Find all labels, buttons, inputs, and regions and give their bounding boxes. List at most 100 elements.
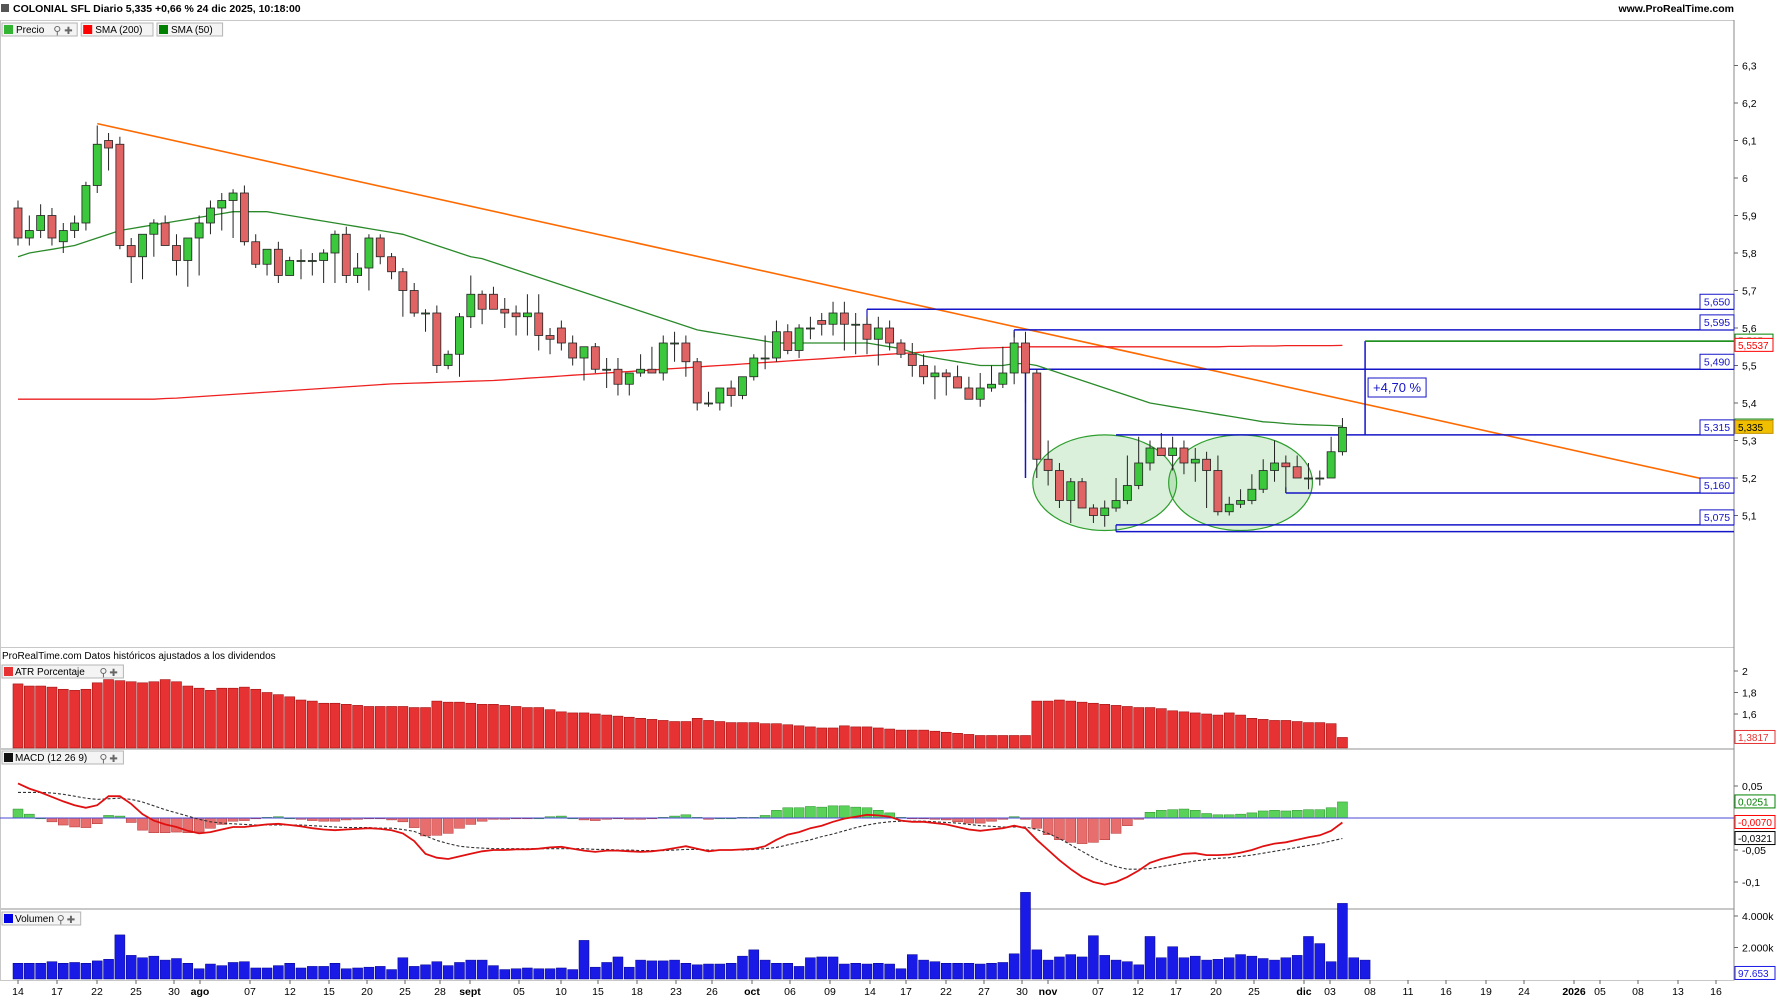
atr-bar (895, 729, 907, 749)
atr-bar (759, 723, 771, 749)
price-tick-label: 5,3 (1742, 436, 1757, 448)
candle-body (873, 327, 883, 340)
macd-histogram-bar (974, 817, 986, 824)
volume-bar (1008, 953, 1020, 980)
candle-body (364, 237, 374, 269)
candle (1190, 448, 1200, 482)
macd-histogram-bar (782, 807, 794, 819)
candle-body (330, 233, 340, 254)
candle-body (1213, 470, 1223, 513)
downtrend-line (97, 122, 1735, 487)
candle-body (398, 271, 408, 291)
atr-bar (567, 712, 578, 749)
candle-body (1179, 447, 1189, 464)
macd-histogram-bar (816, 806, 827, 819)
price-tag-text: 5,335 (1738, 423, 1763, 434)
target-percent-frame (1367, 377, 1427, 398)
volume-bar (1212, 959, 1224, 980)
candle (398, 268, 408, 317)
candle (92, 125, 102, 193)
atr-bar (556, 711, 567, 749)
x-tick-label: 05 (513, 986, 525, 998)
candle (806, 316, 815, 340)
candle-body (715, 387, 725, 404)
atr-bar (1235, 714, 1246, 749)
macd-histogram-bar (205, 817, 216, 829)
candle (36, 204, 46, 238)
candle (772, 320, 781, 362)
axis-tag-box (1734, 814, 1776, 829)
panel-header-title: MACD (12 26 9) (15, 753, 87, 764)
candle-body (647, 368, 657, 374)
panel-header-title: Volumen (15, 914, 54, 925)
atr-bar (1054, 699, 1065, 749)
volume-bar (1359, 959, 1371, 980)
candle (828, 301, 838, 336)
candle (613, 358, 623, 396)
volume-bar (58, 963, 69, 980)
volume-bar (408, 966, 420, 980)
candle (783, 324, 793, 355)
atr-bar (737, 722, 748, 749)
x-tick-label: 05 (1594, 986, 1606, 998)
price-tick-label: 6,1 (1742, 136, 1757, 148)
macd-histogram-bar (793, 807, 805, 819)
candle (206, 200, 215, 235)
candle-body (81, 185, 91, 224)
macd-histogram-bar (1280, 810, 1292, 819)
atr-bar (1314, 722, 1326, 749)
atr-bar (363, 706, 375, 749)
candle-body (579, 346, 589, 359)
atr-bar (1246, 717, 1258, 749)
candle-body (545, 335, 555, 340)
volume-bar (624, 966, 635, 980)
price-tick-label: 5,8 (1742, 248, 1757, 260)
volume-bar (488, 965, 499, 980)
candle-body (273, 248, 283, 276)
candle-body (613, 368, 623, 385)
level-label-box (1699, 353, 1735, 370)
candle-body (534, 312, 544, 336)
atr-bar (850, 726, 861, 749)
x-tick-label: 07 (244, 986, 256, 998)
atr-bar (827, 727, 839, 749)
candle (964, 376, 974, 400)
candle-body (738, 376, 747, 396)
candle-body (1032, 372, 1042, 460)
x-tick-label: 16 (1710, 986, 1722, 998)
macd-panel: MACD (12 26 9) ⚲ ✚ 0,05 -0,05 -0,1 0,0251 -0,00… (0, 750, 1776, 889)
candle (579, 346, 589, 381)
candle (896, 339, 906, 358)
atr-bar (250, 688, 262, 749)
axis-tag-text: 0,0251 (1738, 797, 1769, 808)
candle-body (896, 342, 906, 355)
candle-body (206, 207, 215, 224)
x-tick-label: ago (191, 986, 210, 998)
atr-bar (1020, 735, 1031, 749)
volume-bar (1337, 903, 1348, 980)
x-tick-label: oct (744, 986, 760, 998)
volume-bar (1257, 958, 1269, 980)
macd-histogram-bar (1246, 812, 1258, 819)
candle (953, 365, 962, 389)
candle (987, 365, 996, 392)
candle-body (126, 245, 136, 258)
volume-bar (363, 966, 375, 980)
candle-body (24, 230, 34, 239)
volume-bar (1065, 954, 1077, 980)
volume-bar (578, 940, 590, 980)
x-tick-label: 22 (940, 986, 952, 998)
price-tag: 5,5537 (1734, 337, 1774, 352)
macd-tick-label: -0,05 (1742, 845, 1766, 857)
volume-bar (114, 934, 126, 980)
atr-bar (454, 701, 465, 749)
volume-bar (1054, 956, 1065, 980)
x-tick-label: 09 (824, 986, 836, 998)
candle (262, 248, 272, 276)
x-tick-label: 06 (784, 986, 796, 998)
volume-bar (273, 965, 284, 980)
x-tick-label: 14 (12, 986, 24, 998)
candle-body (341, 233, 351, 276)
x-tick-label: 17 (1170, 986, 1182, 998)
